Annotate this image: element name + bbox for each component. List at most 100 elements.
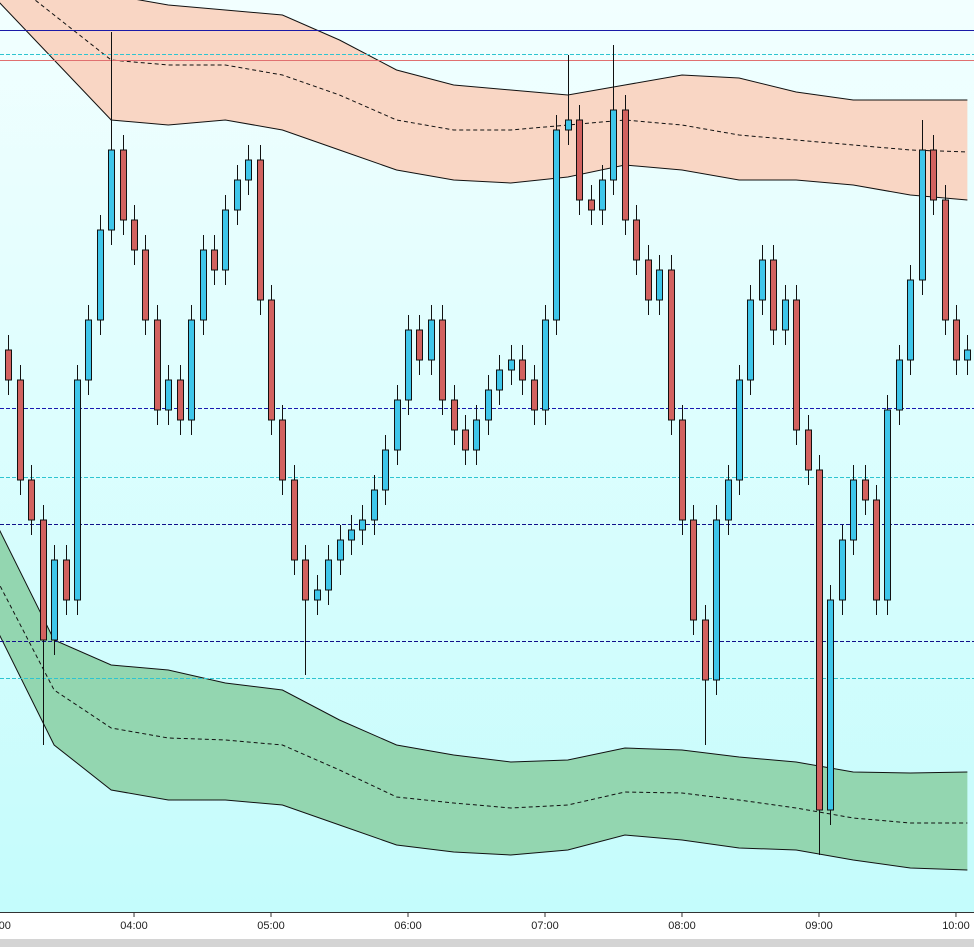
candle-body — [599, 179, 606, 211]
candle-body — [405, 329, 412, 401]
candle-body — [702, 619, 709, 681]
candle-body — [930, 149, 937, 201]
candle-body — [302, 559, 309, 601]
candle-body — [531, 379, 538, 411]
candle-body — [668, 269, 675, 421]
x-tick-label: 10:00 — [942, 920, 970, 932]
candle-body — [97, 229, 104, 321]
candle-body — [108, 149, 115, 231]
candle-body — [371, 489, 378, 521]
candle-body — [131, 219, 138, 251]
candle-body — [428, 319, 435, 361]
candle-body — [805, 429, 812, 471]
band-middle — [34, 0, 968, 153]
candle-body — [188, 319, 195, 421]
candle-body — [211, 249, 218, 271]
candle-body — [884, 409, 891, 601]
candle-body — [827, 599, 834, 811]
candle-body — [17, 379, 24, 481]
candle-body — [770, 259, 777, 331]
candle-body — [268, 299, 275, 421]
band-lower — [0, 634, 968, 871]
candle-body — [576, 119, 583, 201]
band-upper — [136, 0, 968, 101]
candle-body — [314, 589, 321, 601]
candle-body — [40, 519, 47, 641]
candle-body — [234, 179, 241, 211]
candle-body — [588, 199, 595, 211]
candle-body — [245, 159, 252, 181]
candle-body — [610, 109, 617, 181]
candle-body — [839, 539, 846, 601]
candle-body — [28, 479, 35, 521]
candle-body — [816, 469, 823, 811]
x-tick-label: 06:00 — [394, 920, 422, 932]
candle-body — [5, 349, 12, 381]
candle-body — [177, 379, 184, 421]
candle-body — [713, 519, 720, 681]
candle-body — [622, 109, 629, 221]
candle-body — [862, 479, 869, 501]
candle-body — [348, 529, 355, 541]
candle-body — [565, 119, 572, 131]
band-middle — [0, 584, 968, 824]
band-lower — [0, 2, 968, 201]
candle-body — [222, 209, 229, 271]
candle-body — [120, 149, 127, 221]
scrollbar[interactable] — [0, 939, 974, 947]
candle-body — [656, 269, 663, 301]
candle-body — [542, 319, 549, 411]
band-fill — [0, 530, 968, 870]
candle-body — [759, 259, 766, 301]
candle-body — [200, 249, 207, 321]
band-upper — [0, 529, 968, 774]
x-tick-label: 05:00 — [257, 920, 285, 932]
candle-body — [645, 259, 652, 301]
candle-body — [485, 389, 492, 421]
candle-body — [462, 429, 469, 451]
candle-body — [154, 319, 161, 411]
x-axis: 03:00 04:00 05:00 06:00 07:00 08:00 09:00 10:00 — [0, 912, 970, 932]
candle-body — [51, 559, 58, 641]
candle-body — [325, 559, 332, 591]
candle-body — [736, 379, 743, 481]
candle-body — [165, 379, 172, 411]
candle-body — [793, 299, 800, 431]
candle-body — [257, 159, 264, 301]
candle-body — [850, 479, 857, 541]
candle-body — [291, 479, 298, 561]
plot-area — [0, 0, 974, 871]
candle-body — [359, 519, 366, 531]
candle-body — [496, 369, 503, 391]
candle-body — [690, 519, 697, 621]
x-tick-label: 09:00 — [805, 920, 833, 932]
candle-body — [953, 319, 960, 361]
candle-body — [782, 299, 789, 331]
candle-body — [873, 499, 880, 601]
candle-body — [279, 419, 286, 481]
candle-body — [382, 449, 389, 491]
candle-body — [553, 129, 560, 321]
x-tick-label: 07:00 — [531, 920, 559, 932]
candle-body — [942, 199, 949, 321]
candle-body — [74, 379, 81, 601]
candle-body — [725, 479, 732, 521]
candle-body — [919, 149, 926, 281]
candle-body — [907, 279, 914, 361]
candle-body — [964, 349, 971, 361]
candle-body — [473, 419, 480, 451]
candle-body — [85, 319, 92, 381]
candle-body — [337, 539, 344, 561]
x-tick-label: 03:00 — [0, 920, 11, 932]
candle-body — [416, 329, 423, 361]
candle-body — [439, 319, 446, 401]
candle-body — [451, 399, 458, 431]
candle-body — [508, 359, 515, 371]
candle-body — [633, 219, 640, 261]
candle-body — [63, 559, 70, 601]
candle-body — [519, 359, 526, 381]
candle-body — [142, 249, 149, 321]
candle-body — [896, 359, 903, 411]
candle-body — [394, 399, 401, 451]
